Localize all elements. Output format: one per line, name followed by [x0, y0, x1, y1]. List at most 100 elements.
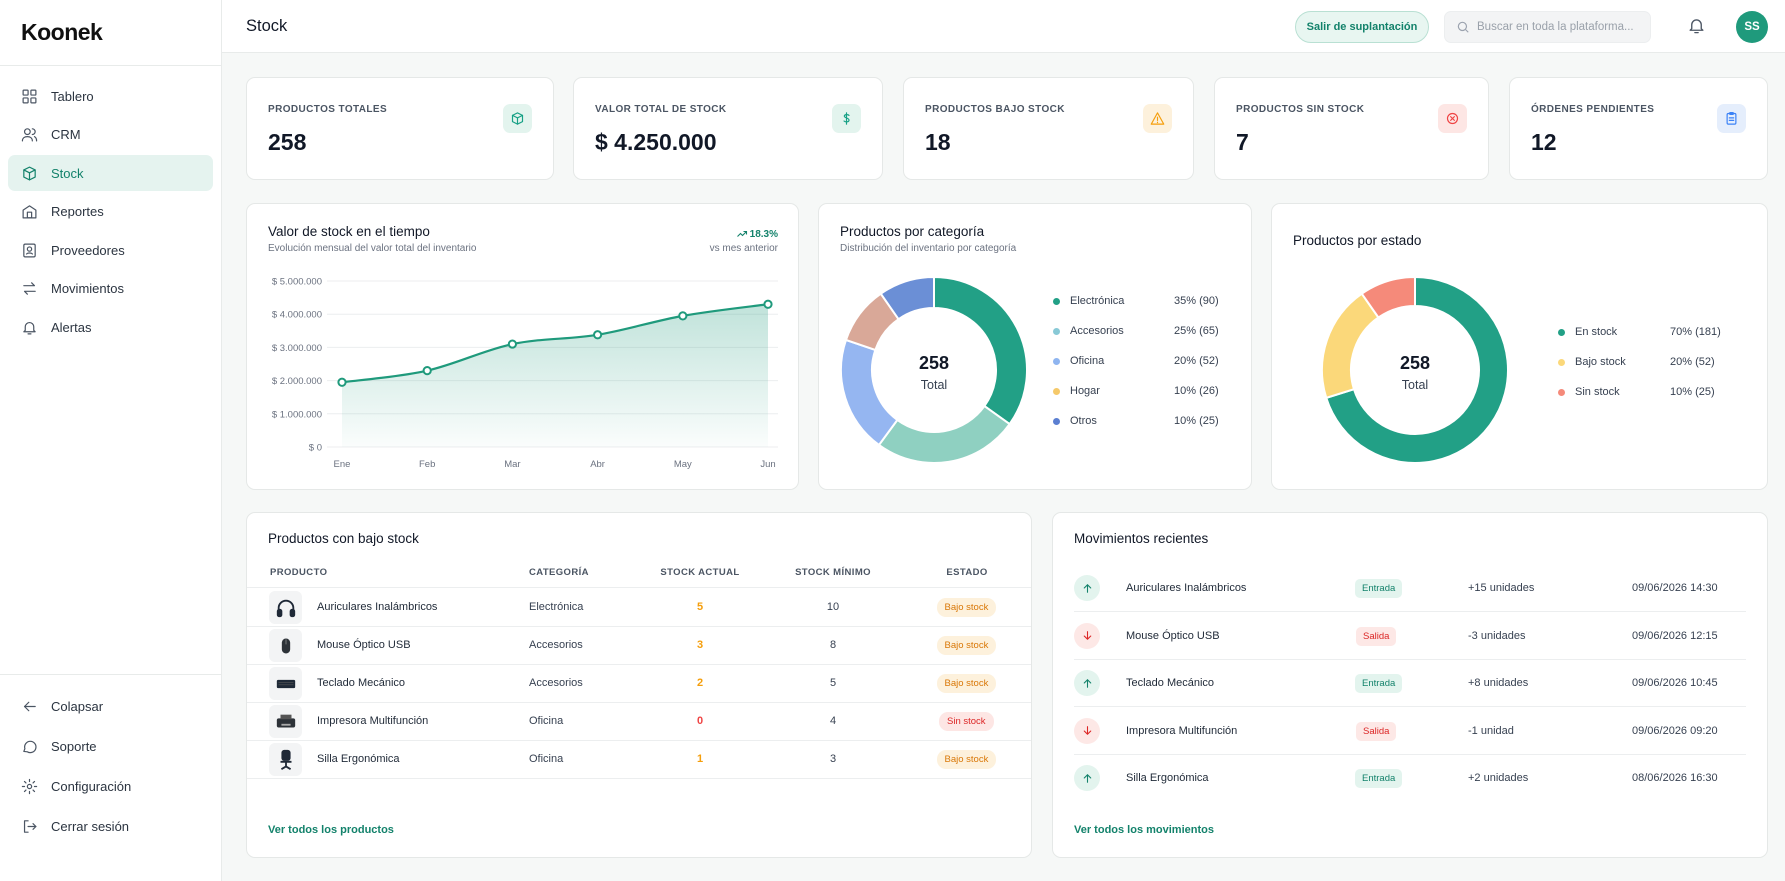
status-badge: Sin stock: [939, 712, 994, 731]
donut-center-label: Total: [1402, 378, 1428, 392]
stock-value-chart-card: Valor de stock en el tiempo Evolución me…: [246, 203, 799, 490]
sidebar-item-label: Movimientos: [51, 281, 124, 296]
product-name[interactable]: Teclado Mecánico: [317, 677, 406, 689]
data-point[interactable]: [678, 311, 688, 321]
trend-up-icon: [736, 230, 747, 237]
sidebar-item-crm[interactable]: CRM: [8, 117, 213, 153]
legend-dot: [1558, 328, 1565, 336]
kpi-value: 12: [1531, 129, 1557, 155]
current-stock: 5: [696, 601, 704, 613]
data-point[interactable]: [763, 299, 773, 309]
data-point[interactable]: [507, 339, 517, 349]
box-icon: [23, 166, 36, 180]
notifications-button[interactable]: [1687, 16, 1707, 36]
category-chart-card: Productos por categoría Distribución del…: [818, 203, 1252, 490]
divider: [1074, 658, 1746, 660]
arrow-left-icon: [23, 701, 36, 711]
pie-slice[interactable]: [933, 275, 1028, 426]
collapse-button[interactable]: Colapsar: [8, 687, 213, 725]
movement-quantity: +2 unidades: [1468, 772, 1529, 784]
divider: [1074, 611, 1746, 612]
legend-value: 10% (25): [1174, 415, 1219, 427]
settings-button[interactable]: Configuración: [8, 767, 213, 805]
pie-slice[interactable]: [879, 275, 935, 321]
y-tick-label: $ 3.000.000: [272, 343, 322, 354]
legend-dot: [1558, 358, 1565, 366]
product-name[interactable]: Silla Ergonómica: [317, 753, 400, 765]
current-stock: 1: [696, 753, 704, 765]
movement-product[interactable]: Mouse Óptico USB: [1126, 629, 1220, 642]
movement-quantity: +15 unidades: [1468, 582, 1535, 594]
x-tick-label: May: [674, 459, 692, 470]
page-title: Stock: [246, 17, 288, 35]
pie-slice[interactable]: [1360, 275, 1416, 319]
minimum-stock: 3: [829, 753, 837, 765]
y-tick-label: $ 2.000.000: [272, 376, 322, 387]
line-chart: $ 0 $ 1.000.000 $ 2.000.000 $ 3.000.000 $ 4.…: [272, 277, 778, 470]
product-category: Electrónica: [529, 601, 584, 613]
data-point[interactable]: [422, 366, 432, 376]
legend-label: Electrónica: [1070, 295, 1125, 307]
product-name[interactable]: Mouse Óptico USB: [317, 639, 411, 651]
movement-product[interactable]: Silla Ergonómica: [1126, 772, 1209, 784]
sidebar-item-proveedores[interactable]: Proveedores: [8, 232, 213, 268]
movement-type-badge: Salida: [1356, 721, 1397, 741]
headphones-thumbnail: [269, 591, 302, 624]
y-tick-label: $ 4.000.000: [272, 310, 322, 321]
legend-dot: [1053, 357, 1060, 365]
legend-value: 10% (25): [1670, 386, 1715, 398]
column-header: PRODUCTO: [270, 567, 328, 578]
gear-icon: [21, 778, 38, 794]
logout-button[interactable]: Cerrar sesión: [8, 807, 213, 845]
legend-value: 25% (65): [1174, 325, 1219, 337]
sidebar-item-reportes[interactable]: Reportes: [8, 194, 213, 230]
x-circle-icon: [1438, 104, 1467, 133]
arrow-down-icon: [1074, 622, 1100, 649]
search-box[interactable]: [1444, 11, 1651, 43]
sidebar-item-label: Configuración: [51, 778, 132, 794]
data-point[interactable]: [593, 330, 603, 340]
sidebar-item-stock[interactable]: Stock: [8, 155, 213, 191]
x-tick-label: Jun: [760, 459, 775, 470]
app-logo[interactable]: Koonek: [0, 0, 221, 66]
view-all-products-link[interactable]: Ver todos los productos: [268, 824, 394, 836]
sidebar-item-label: Alertas: [51, 319, 92, 335]
pie-slice[interactable]: [1321, 292, 1380, 400]
keyboard-thumbnail: [269, 667, 302, 700]
product-name[interactable]: Auriculares Inalámbricos: [317, 601, 438, 613]
movements-title: Movimientos recientes: [1074, 531, 1209, 546]
product-name[interactable]: Impresora Multifunción: [317, 715, 429, 727]
clipboard-icon: [1717, 104, 1746, 133]
series-line: [341, 303, 769, 384]
minimum-stock: 10: [826, 601, 840, 613]
avatar[interactable]: SS: [1736, 11, 1768, 43]
pie-slice[interactable]: [877, 404, 1012, 464]
sidebar-item-label: Proveedores: [51, 242, 125, 258]
sidebar-item-movimientos[interactable]: Movimientos: [8, 271, 213, 307]
movement-product[interactable]: Teclado Mecánico: [1126, 677, 1215, 689]
arrow-up-icon: [1074, 575, 1100, 601]
search-input[interactable]: [1477, 21, 1642, 33]
data-point[interactable]: [337, 377, 347, 387]
sidebar-item-alertas[interactable]: Alertas: [8, 309, 213, 345]
movement-type-badge: Entrada: [1355, 579, 1403, 598]
movement-product[interactable]: Impresora Multifunción: [1126, 724, 1238, 737]
view-all-movements-link[interactable]: Ver todos los movimientos: [1074, 824, 1214, 836]
status-badge: Bajo stock: [936, 750, 997, 769]
sidebar-item-label: CRM: [51, 127, 81, 142]
support-button[interactable]: Soporte: [8, 727, 213, 765]
pie-slice[interactable]: [840, 338, 899, 447]
id-card-icon: [23, 243, 36, 257]
bell-icon: [23, 321, 36, 334]
chat-icon: [23, 740, 37, 753]
sidebar-item-tablero[interactable]: Tablero: [8, 78, 213, 114]
current-stock: 3: [696, 639, 704, 651]
sidebar-item-label: Reportes: [51, 204, 104, 219]
exit-impersonation-button[interactable]: Salir de suplantación: [1295, 11, 1429, 43]
movement-date: 08/06/2026 16:30: [1632, 772, 1718, 784]
area-fill: [342, 304, 768, 447]
arrow-up-icon: [1074, 765, 1100, 791]
donut-center-label: Total: [921, 378, 947, 392]
pie-slice[interactable]: [1325, 275, 1509, 464]
movement-product[interactable]: Auriculares Inalámbricos: [1126, 582, 1247, 594]
